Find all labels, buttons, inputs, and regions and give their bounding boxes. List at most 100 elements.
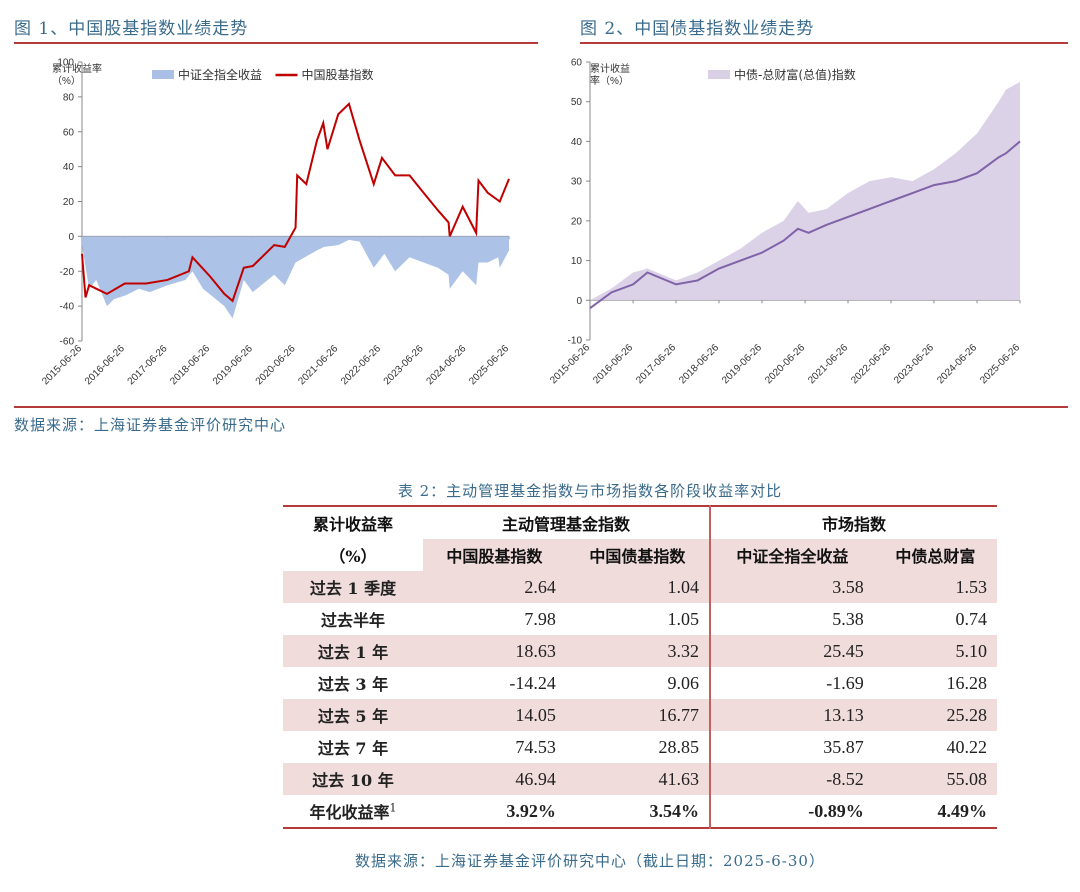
table-row: 过去 5 年 14.05 16.77 13.13 25.28 — [283, 699, 997, 731]
group-header-active: 主动管理基金指数 — [501, 515, 630, 534]
x-tick-label: 2020-06-26 — [254, 343, 298, 387]
row-label: 过去半年 — [320, 611, 385, 630]
returns-table: 累计收益率 主动管理基金指数 市场指数 （%） 中国股基指数 中国债基指数 中证… — [283, 505, 997, 829]
y-tick-label: 50 — [571, 97, 583, 108]
x-tick-label: 2025-06-26 — [467, 343, 511, 387]
series-line — [589, 140, 1021, 310]
x-tick-label: 2021-06-26 — [296, 343, 340, 387]
x-tick-label: 2016-06-26 — [83, 343, 127, 387]
bond-fund-chart: -10 0 10 20 30 40 50 60 2015-06-26 2016-06-26 2017… — [548, 58, 1022, 387]
x-tick-label: 2022-06-26 — [849, 342, 893, 386]
group-header-market: 市场指数 — [708, 506, 997, 539]
table-title: 表 2：主动管理基金指数与市场指数各阶段收益率对比 — [397, 482, 783, 500]
cell: 2.64 — [524, 576, 556, 597]
row-label: 过去 1 季度 — [309, 579, 397, 598]
y-axis-label: 率（%） — [590, 74, 629, 87]
y-tick-label: 0 — [68, 232, 74, 243]
cell: 1.53 — [955, 576, 988, 597]
table-source: 数据来源：上海证券基金评价研究中心（截止日期：2025-6-30） — [355, 852, 825, 870]
table-row: 过去 10 年 46.94 41.63 -8.52 55.08 — [283, 763, 997, 795]
x-tick-label: 2022-06-26 — [339, 343, 383, 387]
figure1-top-rule — [14, 42, 538, 44]
cell: 74.53 — [515, 736, 556, 757]
y-tick-label: 20 — [571, 216, 583, 227]
cell: 3.32 — [667, 640, 699, 661]
x-tick-label: 2019-06-26 — [211, 343, 255, 387]
table-row: 过去 1 季度 2.64 1.04 3.58 1.53 — [283, 571, 997, 603]
legend-label: 中证全指全收益 — [178, 67, 262, 82]
x-tick-label: 2015-06-26 — [548, 342, 592, 386]
cell: -14.24 — [509, 672, 556, 693]
cell: 13.13 — [708, 699, 874, 731]
x-tick-label: 2016-06-26 — [591, 342, 635, 386]
cell: 25.28 — [946, 704, 988, 725]
table-row: 过去 7 年 74.53 28.85 35.87 40.22 — [283, 731, 997, 763]
row-label: 过去 10 年 — [312, 771, 394, 790]
cell: -0.89% — [708, 795, 874, 828]
y-axis-label: （%） — [52, 75, 81, 87]
table-row: 过去半年 7.98 1.05 5.38 0.74 — [283, 603, 997, 635]
series-area — [82, 236, 509, 319]
y-tick-label: -10 — [568, 336, 583, 347]
cell: 3.92% — [506, 800, 556, 821]
cell: 14.05 — [515, 704, 556, 725]
y-tick-label: -20 — [60, 267, 75, 278]
y-tick-label: 20 — [63, 197, 75, 208]
cell: 16.28 — [946, 672, 988, 693]
table-row: 过去 1 年 18.63 3.32 25.45 5.10 — [283, 635, 997, 667]
y-tick-label: 30 — [571, 177, 583, 188]
cell: 46.94 — [515, 768, 556, 789]
x-tick-label: 2020-06-26 — [763, 342, 807, 386]
y-tick-label: 40 — [63, 162, 75, 173]
y-tick-label: 80 — [63, 92, 75, 103]
cell: 25.45 — [708, 635, 874, 667]
x-tick-label: 2015-06-26 — [40, 343, 84, 387]
figure2-top-rule — [580, 42, 1068, 44]
cell: 0.74 — [955, 608, 988, 629]
legend-label: 中国股基指数 — [302, 67, 374, 82]
y-tick-label: 60 — [63, 127, 75, 138]
cell: 35.87 — [708, 731, 874, 763]
cell: 28.85 — [658, 736, 699, 757]
row-label: 年化收益率1 — [309, 801, 397, 822]
x-tick-label: 2021-06-26 — [806, 342, 850, 386]
cell: 41.63 — [658, 768, 699, 789]
cell: 3.58 — [708, 571, 874, 603]
y-tick-label: 0 — [576, 296, 582, 307]
cell: 5.38 — [708, 603, 874, 635]
y-axis-label: 累计收益 — [590, 62, 630, 75]
row-label: 过去 3 年 — [317, 675, 389, 694]
y-axis-label: 累计收益率 — [52, 62, 102, 75]
x-tick-label: 2024-06-26 — [935, 342, 979, 386]
y-tick-label: 40 — [571, 137, 583, 148]
cell: 40.22 — [946, 736, 988, 757]
legend-swatch — [708, 70, 730, 79]
row-label: 过去 5 年 — [317, 707, 389, 726]
y-tick-label: 100 — [57, 58, 74, 69]
figures-source: 数据来源：上海证券基金评价研究中心 — [14, 416, 287, 434]
cell: 18.63 — [515, 640, 556, 661]
x-tick-label: 2018-06-26 — [677, 342, 721, 386]
x-tick-label: 2018-06-26 — [168, 343, 212, 387]
cell: 3.54% — [649, 800, 699, 821]
figure2-title: 图 2、中国债基指数业绩走势 — [580, 19, 815, 39]
col-header: 中债总财富 — [873, 539, 997, 571]
cell: 1.05 — [667, 608, 699, 629]
x-tick-label: 2024-06-26 — [425, 343, 469, 387]
y-tick-label: -60 — [60, 337, 75, 348]
x-tick-label: 2023-06-26 — [892, 342, 936, 386]
cell: 5.10 — [955, 640, 988, 661]
stock-fund-chart: -60 -40 -20 0 20 40 60 80 100 2015-06-262016-06-2… — [40, 58, 511, 388]
corner-header-line2: （%） — [329, 547, 377, 566]
col-header: 中证全指全收益 — [708, 539, 874, 571]
table-row-annualized: 年化收益率1 3.92% 3.54% -0.89% 4.49% — [283, 795, 997, 828]
y-tick-label: 10 — [571, 256, 583, 267]
cell: 7.98 — [524, 608, 556, 629]
cell: 1.04 — [667, 576, 699, 597]
corner-header-line1: 累计收益率 — [312, 515, 393, 534]
cell: 55.08 — [946, 768, 988, 789]
series-area — [590, 81, 1020, 301]
figure1-title: 图 1、中国股基指数业绩走势 — [14, 19, 249, 39]
row-label: 过去 7 年 — [317, 739, 389, 758]
y-tick-label: 60 — [571, 58, 583, 69]
